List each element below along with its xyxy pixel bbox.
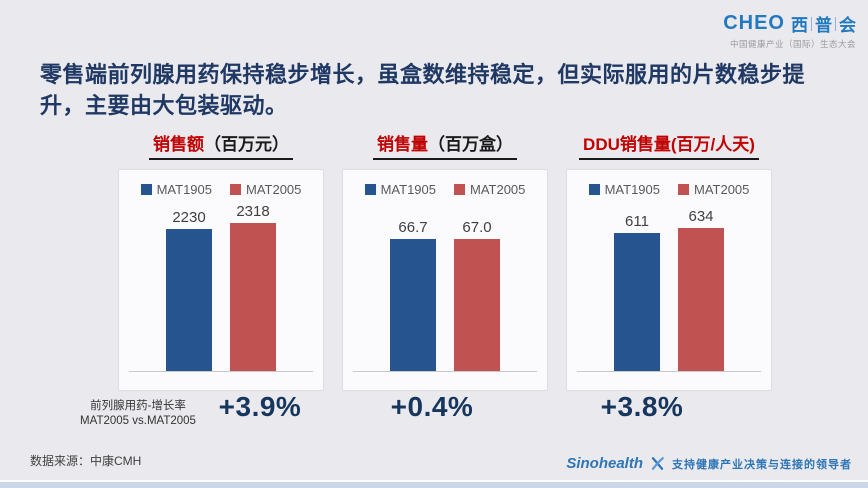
- bar-group: 2318: [230, 199, 276, 371]
- divider: [811, 16, 812, 31]
- bar-value-label: 611: [625, 212, 649, 230]
- chart-title-emphasis: 销售额: [153, 135, 204, 154]
- legend-label: MAT1905: [380, 181, 436, 197]
- chart-panel: MAT1905 MAT2005 2230 2318: [118, 169, 324, 391]
- growth-rate-sales-volume: +0.4%: [390, 391, 474, 422]
- chart-legend: MAT1905 MAT2005: [567, 179, 771, 199]
- bar-value-label: 66.7: [398, 219, 428, 237]
- data-source: 数据来源：中康CMH: [30, 454, 142, 468]
- footer-divider: [0, 480, 868, 482]
- legend-item: MAT2005: [454, 182, 525, 197]
- legend-swatch-blue-icon: [364, 183, 376, 195]
- growth-note: 前列腺用药-增长率 MAT2005 vs.MAT2005: [68, 399, 208, 429]
- legend-label: MAT1905: [156, 181, 212, 197]
- legend-label: MAT2005: [694, 181, 750, 197]
- chart-title: 销售额（百万元）: [118, 130, 324, 160]
- bar-group: 67.0: [454, 199, 500, 371]
- legend-item: MAT2005: [230, 182, 301, 197]
- sinohealth-brand: Sinohealth 支持健康产业决策与连接的领导者: [566, 455, 852, 472]
- legend-item: MAT1905: [588, 181, 660, 197]
- growth-rate-sales-value: +3.9%: [218, 391, 302, 422]
- chart-legend: MAT1905 MAT2005: [119, 179, 323, 199]
- legend-label: MAT2005: [470, 181, 526, 197]
- cn-char: 普: [815, 16, 832, 35]
- cn-char: 西: [791, 16, 808, 35]
- bar-mat1905: [166, 228, 212, 371]
- chart-title: DDU销售量(百万/人天): [566, 130, 772, 160]
- cheo-wordmark: CHEO: [723, 12, 785, 34]
- chart-legend: MAT1905 MAT2005: [343, 179, 547, 199]
- charts-row: 销售额（百万元） MAT1905 MAT2005 2230 2318: [118, 130, 772, 391]
- legend-label: MAT1905: [604, 181, 660, 197]
- chart-ddu-volume: DDU销售量(百万/人天) MAT1905 MAT2005 611 634: [566, 130, 772, 391]
- chart-panel: MAT1905 MAT2005 611 634: [566, 169, 772, 391]
- chart-sales-value: 销售额（百万元） MAT1905 MAT2005 2230 2318: [118, 130, 324, 391]
- legend-item: MAT1905: [140, 181, 212, 197]
- chart-panel: MAT1905 MAT2005 66.7 67.0: [342, 169, 548, 391]
- bar-value-label: 634: [688, 207, 714, 225]
- cheo-logo-subtitle: 中国健康产业（国际）生态大会: [729, 39, 856, 49]
- slide-headline: 零售端前列腺用药保持稳步增长，虽盒数维持稳定，但实际服用的片数稳步提升，主要由大…: [40, 61, 806, 118]
- growth-note-line1: 前列腺用药-增长率: [90, 400, 186, 412]
- bar-group: 611: [614, 199, 660, 371]
- chart-sales-volume: 销售量（百万盒） MAT1905 MAT2005 66.7 67.0: [342, 130, 548, 391]
- sinohealth-wordmark: Sinohealth: [566, 455, 643, 472]
- bar-mat1905: [390, 239, 436, 371]
- sinohealth-swoosh-icon: [651, 457, 664, 470]
- chart-title: 销售量（百万盒）: [342, 130, 548, 160]
- cn-char: 会: [839, 16, 856, 35]
- plot-area: 611 634: [577, 199, 761, 372]
- chart-title-unit: （百万盒）: [428, 135, 513, 154]
- plot-area: 2230 2318: [129, 199, 313, 372]
- legend-swatch-blue-icon: [588, 183, 600, 195]
- growth-note-line2: MAT2005 vs.MAT2005: [80, 415, 196, 427]
- cheo-logo: CHEO 西 普 会 中国健康产业（国际）生态大会: [723, 11, 856, 50]
- chart-title-unit: （百万元）: [204, 135, 289, 154]
- bar-mat2005: [678, 227, 724, 371]
- legend-item: MAT2005: [678, 182, 749, 197]
- divider: [835, 16, 836, 31]
- bar-mat1905: [614, 232, 660, 371]
- sinohealth-tagline: 支持健康产业决策与连接的领导者: [672, 458, 852, 471]
- growth-rate-ddu-volume: +3.8%: [600, 391, 684, 422]
- legend-label: MAT2005: [246, 181, 302, 197]
- legend-item: MAT1905: [364, 181, 436, 197]
- plot-area: 66.7 67.0: [353, 199, 537, 372]
- bar-mat2005: [454, 238, 500, 371]
- bottom-accent-strip: [0, 482, 868, 488]
- legend-swatch-red-icon: [230, 183, 241, 195]
- bar-mat2005: [230, 223, 276, 371]
- bar-value-label: 67.0: [462, 218, 492, 236]
- bar-group: 2230: [166, 199, 212, 371]
- bar-group: 634: [678, 199, 724, 371]
- chart-title-emphasis: DDU销售量(百万/人天): [583, 135, 755, 154]
- bar-value-label: 2318: [236, 203, 270, 221]
- cheo-cn-name: 西 普 会: [791, 11, 856, 36]
- bar-value-label: 2230: [172, 208, 206, 226]
- bar-group: 66.7: [390, 199, 436, 371]
- legend-swatch-blue-icon: [140, 183, 152, 195]
- chart-title-emphasis: 销售量: [377, 135, 428, 154]
- legend-swatch-red-icon: [454, 183, 465, 195]
- legend-swatch-red-icon: [678, 183, 689, 195]
